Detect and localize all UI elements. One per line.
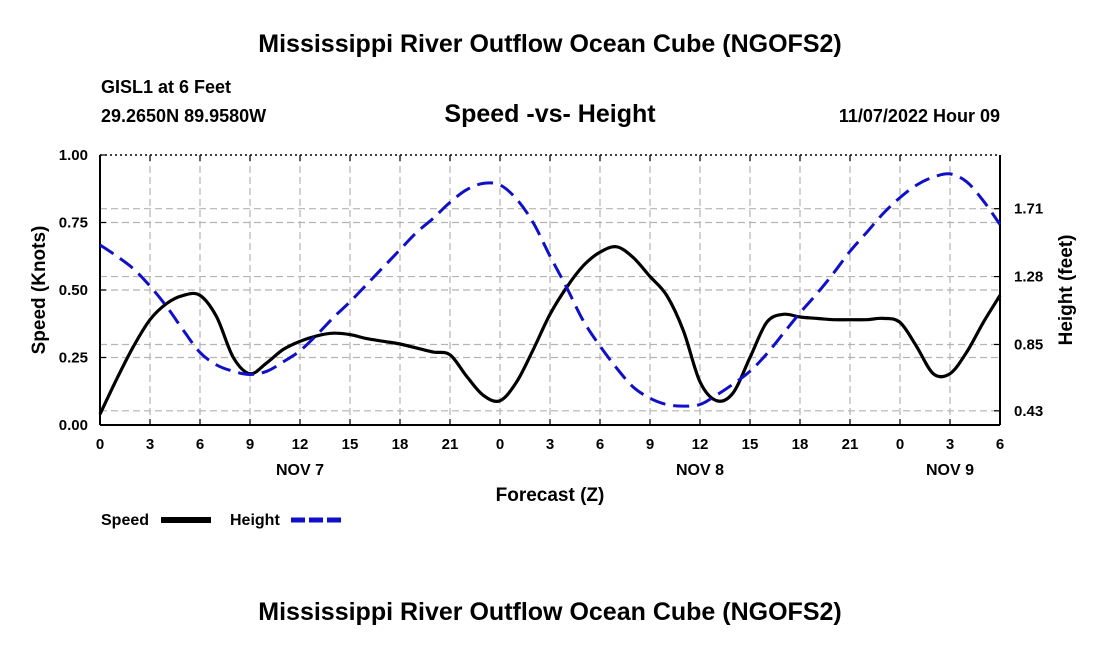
y2-tick-label: 0.85	[1014, 336, 1043, 353]
x-tick-label: 0	[896, 436, 904, 453]
x-tick-label: 12	[292, 436, 309, 453]
x-tick-label: 6	[996, 436, 1004, 453]
day-label: NOV 9	[926, 462, 974, 479]
day-label: NOV 8	[676, 462, 724, 479]
label-layer: 0 3 6 9 12 15 18 21 0 3 6 9 12 15 18 21 0 3 6 0.00 0.25 0.50 0…	[29, 147, 1077, 529]
x-tick-label: 0	[496, 436, 504, 453]
series-layer	[98, 172, 1002, 415]
y-axis-title: Speed (Knots)	[29, 226, 50, 355]
x-tick-label: 9	[646, 436, 654, 453]
y-tick-label: 0.25	[59, 350, 88, 367]
x-tick-label: 3	[546, 436, 554, 453]
axis-layer	[99, 154, 1001, 426]
x-tick-label: 18	[392, 436, 409, 453]
x-tick-label: 0	[96, 436, 104, 453]
y-tick-label: 0.00	[59, 417, 88, 434]
x-tick-label: 3	[146, 436, 154, 453]
legend-speed-label: Speed	[101, 512, 149, 529]
x-tick-label: 6	[196, 436, 204, 453]
y2-tick-label: 0.43	[1014, 403, 1043, 420]
x-tick-label: 6	[596, 436, 604, 453]
x-tick-label: 3	[946, 436, 954, 453]
speed-height-chart: 0 3 6 9 12 15 18 21 0 3 6 9 12 15 18 21 0 3 6 0.00 0.25 0.50 0…	[29, 147, 1077, 529]
station-name: GISL1 at 6 Feet	[101, 77, 232, 97]
station-coordinates: 29.2650N 89.9580W	[101, 106, 267, 126]
x-tick-label: 15	[342, 436, 359, 453]
grid-layer	[100, 155, 1000, 425]
x-tick-label: 12	[692, 436, 709, 453]
chart-title: Speed -vs- Height	[444, 100, 656, 128]
y-tick-label: 0.75	[59, 215, 88, 232]
forecast-datetime: 11/07/2022 Hour 09	[838, 106, 1000, 126]
y2-tick-label: 1.28	[1014, 269, 1043, 286]
x-tick-label: 21	[842, 436, 859, 453]
bottom-title: Mississippi River Outflow Ocean Cube (NG…	[258, 598, 842, 626]
y-tick-label: 0.50	[59, 282, 88, 299]
x-tick-label: 18	[792, 436, 809, 453]
x-tick-label: 9	[246, 436, 254, 453]
page-title: Mississippi River Outflow Ocean Cube (NG…	[258, 30, 842, 58]
legend-height-label: Height	[230, 512, 280, 529]
y2-tick-label: 1.71	[1014, 201, 1043, 218]
x-axis-title: Forecast (Z)	[496, 485, 605, 506]
day-label: NOV 7	[276, 462, 324, 479]
y2-axis-title: Height (feet)	[1056, 235, 1077, 346]
series-line-height	[99, 172, 1002, 408]
y-tick-label: 1.00	[59, 147, 88, 164]
x-tick-label: 21	[442, 436, 459, 453]
x-tick-label: 15	[742, 436, 759, 453]
